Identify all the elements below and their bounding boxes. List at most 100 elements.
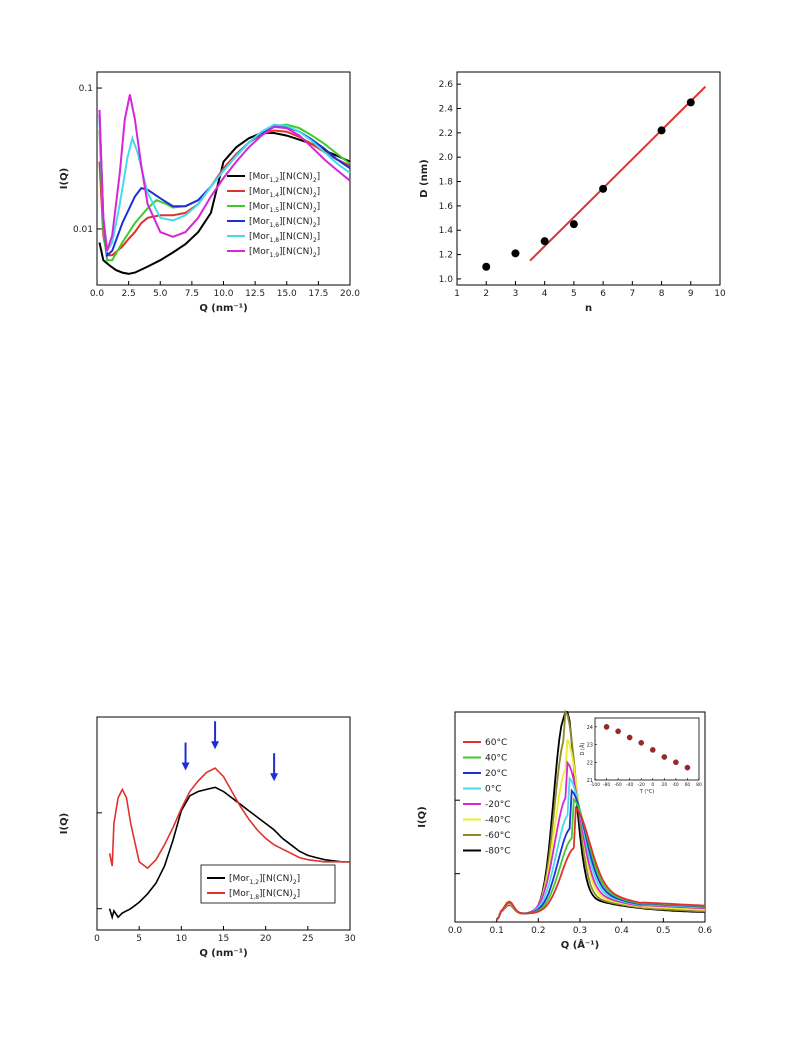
x-tick-label: 12.5 (245, 289, 265, 299)
x-tick-label: 7.5 (185, 289, 199, 299)
y-axis-label: I(Q) (417, 806, 428, 827)
x-tick-label: 5 (571, 289, 577, 299)
y-tick-label: 1.4 (439, 226, 454, 236)
legend-label-6: -60°C (485, 831, 510, 841)
x-tick-label: 8 (659, 289, 665, 299)
data-point (540, 237, 549, 246)
x-tick-label: 3 (513, 289, 519, 299)
inset-data-point (684, 764, 691, 771)
inset-data-point (661, 754, 668, 760)
legend-label-1: 40°C (485, 754, 507, 764)
inset-y-tick-label: 23 (587, 743, 593, 749)
y-axis-label: I(Q) (59, 813, 70, 834)
fit-line (529, 85, 707, 262)
inset-x-tick-label: 80 (696, 782, 702, 788)
x-tick-label: 5.0 (153, 289, 168, 299)
x-tick-label: 0.3 (573, 926, 587, 936)
x-tick-label: 0.0 (90, 289, 105, 299)
data-point (657, 126, 666, 135)
series-line-0 (108, 786, 350, 921)
x-tick-label: 7 (629, 289, 635, 299)
saxs-two-salts-chart: 0 5 10 15 20 25 30 Q (nm⁻¹) I(Q) [Mor1,2][N(CN)2]… (59, 716, 356, 959)
legend-label-0: [Mor1,2][N(CN)2] (229, 874, 300, 886)
saxs-temperature-chart: 0.0 0.1 0.2 0.3 0.4 0.5 0.6 Q (Å⁻¹) I(Q) 60°C 40°C… (417, 709, 713, 951)
inset-x-tick-label: 40 (673, 782, 679, 788)
x-axis-label: n (585, 303, 592, 314)
series-line-4 (98, 119, 351, 254)
y-tick-label: 0.01 (73, 225, 93, 235)
inset-frame (594, 717, 700, 781)
inset-x-axis-label: T (°C) (639, 789, 655, 795)
legend-label-7: -80°C (485, 847, 510, 857)
inset-x-tick-label: -80 (603, 782, 610, 788)
series-line-0 (98, 132, 351, 275)
x-tick-label: 2 (483, 289, 489, 299)
inset-y-axis-label: D (Å) (579, 743, 586, 756)
x-tick-label: 2.5 (121, 289, 135, 299)
x-tick-label: 10 (714, 289, 726, 299)
x-axis-label: Q (nm⁻¹) (199, 303, 247, 314)
y-tick-label: 2.4 (439, 105, 454, 115)
legend-label-3: [Mor1,6][N(CN)2] (249, 217, 320, 229)
y-tick-label: 2.0 (439, 153, 454, 163)
saxs-alkyl-chart: 0.0 2.5 5.0 7.5 10.0 12.5 15.0 17.5 20.0 0.01 0.1 Q… (59, 71, 360, 314)
x-tick-label: 10.0 (213, 289, 233, 299)
inset-x-tick-label: 0 (651, 782, 654, 788)
x-tick-label: 15.0 (277, 289, 297, 299)
data-point (686, 98, 695, 107)
plot-frame (456, 71, 721, 286)
x-tick-label: 0 (94, 934, 100, 944)
x-tick-label: 0.6 (698, 926, 713, 936)
x-tick-label: 0.4 (615, 926, 630, 936)
x-tick-label: 0.5 (656, 926, 670, 936)
x-tick-label: 0.2 (531, 926, 545, 936)
inset-data-point (626, 734, 633, 741)
inset-x-tick-label: -40 (626, 782, 633, 788)
peak-arrow-head (270, 773, 279, 782)
peak-arrow-head (181, 762, 190, 771)
inset-data-point (603, 724, 610, 730)
inset-x-tick-label: -100 (590, 782, 600, 788)
x-tick-label: 0.1 (490, 926, 504, 936)
x-axis-label: Q (nm⁻¹) (199, 948, 247, 959)
legend-label-4: -20°C (485, 800, 510, 810)
y-tick-label: 0.1 (79, 84, 93, 94)
legend-label-5: -40°C (485, 816, 510, 826)
x-axis-label: Q (Å⁻¹) (561, 938, 600, 951)
series-line-0 (495, 805, 706, 921)
legend-label-5: [Mor1,9][N(CN)2] (249, 247, 320, 259)
inset-x-tick-label: -60 (614, 782, 621, 788)
y-tick-label: 2.6 (439, 80, 454, 90)
y-tick-label: 2.2 (439, 129, 453, 139)
x-tick-label: 15 (218, 934, 229, 944)
series-line-5 (98, 94, 351, 252)
legend-label-0: [Mor1,2][N(CN)2] (249, 172, 320, 184)
inset-x-tick-label: 60 (685, 782, 691, 788)
legend-label-0: 60°C (485, 738, 507, 748)
x-tick-label: 1 (454, 289, 460, 299)
x-tick-label: 25 (302, 934, 313, 944)
legend-label-3: 0°C (485, 785, 502, 795)
data-point (569, 220, 578, 229)
x-tick-label: 20.0 (340, 289, 360, 299)
inset-data-point (638, 740, 645, 746)
d-spacing-chart: 1 2 3 4 5 6 7 8 9 10 1.0 1.2 1.4 1.6 1.8 2.0 2.2 2.4 2.6 n D… (419, 71, 726, 314)
y-tick-label: 1.0 (439, 275, 454, 285)
series-line-1 (108, 767, 350, 870)
peak-arrow-head (211, 741, 220, 750)
legend-label-4: [Mor1,8][N(CN)2] (249, 232, 320, 244)
legend-label-1: [Mor1,4][N(CN)2] (249, 187, 320, 199)
x-tick-label: 9 (688, 289, 694, 299)
inset-x-tick-label: 20 (661, 782, 667, 788)
inset-y-tick-label: 21 (587, 778, 593, 784)
data-point (482, 262, 491, 271)
x-tick-label: 5 (136, 934, 142, 944)
inset-y-tick-label: 24 (587, 725, 593, 731)
data-point (511, 249, 520, 258)
x-tick-label: 20 (260, 934, 272, 944)
x-tick-label: 30 (344, 934, 356, 944)
y-axis-label: I(Q) (59, 168, 70, 189)
y-tick-label: 1.6 (439, 202, 454, 212)
legend-label-2: [Mor1,5][N(CN)2] (249, 202, 320, 214)
legend-label-2: 20°C (485, 769, 507, 779)
